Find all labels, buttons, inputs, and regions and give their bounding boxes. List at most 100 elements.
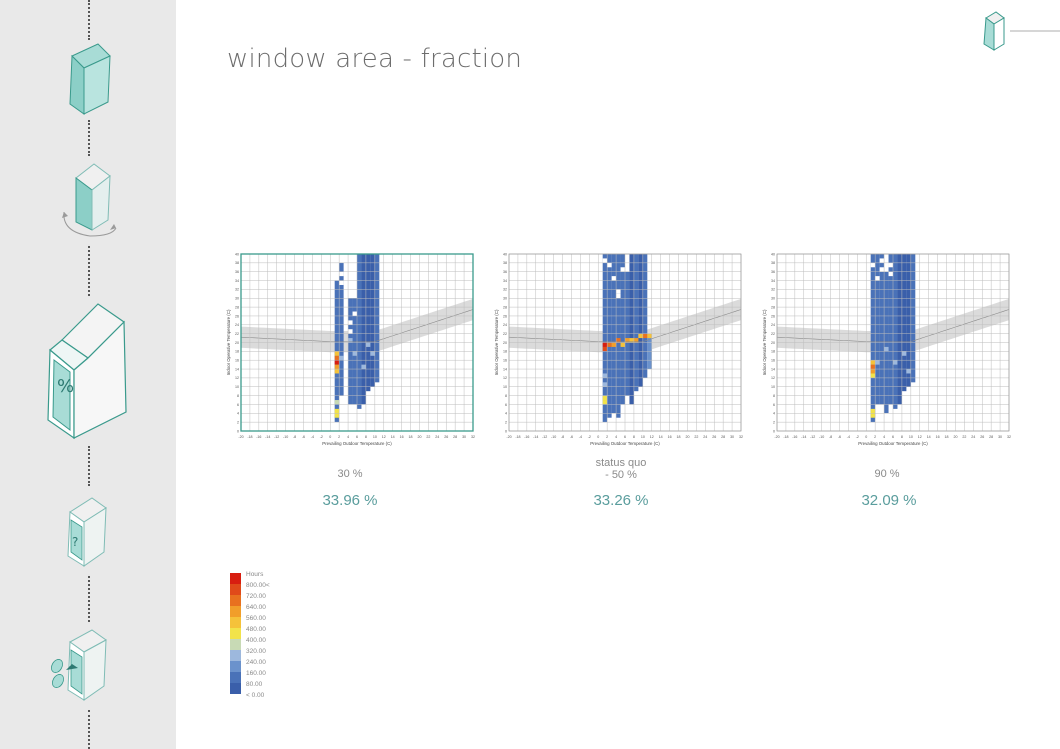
window-question-icon[interactable]: ? [62,494,112,570]
x-tick-label: 28 [989,435,993,439]
legend-swatch [230,595,241,606]
y-tick-label: 16 [503,359,507,363]
heatmap-empty-cell [603,258,607,262]
legend-swatch [230,650,241,661]
heatmap-column [357,254,361,409]
x-tick-label: 18 [409,435,413,439]
heatmap-empty-cell [348,320,352,324]
y-tick-label: 34 [771,279,775,283]
heatmap-column [361,254,365,404]
heatmap-column [889,254,893,404]
heatmap-cell [339,356,343,360]
heatmap-cell [621,343,625,347]
heatmap-empty-cell [348,329,352,333]
legend-label: 160.00 [246,670,266,677]
x-tick-label: 10 [641,435,645,439]
x-tick-label: 12 [382,435,386,439]
heatmap-cell [871,413,875,417]
x-tick-label: 6 [892,435,894,439]
window-percent-icon[interactable]: % [44,300,134,442]
x-tick-label: -8 [829,435,832,439]
heatmap-column [634,254,638,391]
heatmap-empty-cell [871,263,875,267]
y-tick-label: 2 [773,420,775,424]
heatmap-cell [612,343,616,347]
y-tick-label: 22 [235,332,239,336]
y-tick-label: 34 [503,279,507,283]
heatmap-cell [871,373,875,377]
x-tick-label: 30 [730,435,734,439]
heatmap-column [629,254,633,404]
x-tick-label: -16 [524,435,529,439]
heatmap-empty-cell [621,267,625,271]
x-tick-label: 16 [936,435,940,439]
legend-label: 800.00< [246,582,270,589]
heatmap-empty-cell [353,312,357,316]
legend-label: 720.00 [246,593,266,600]
x-tick-label: 8 [901,435,903,439]
y-tick-label: 6 [237,403,239,407]
y-tick-label: 14 [235,367,239,371]
y-tick-label: 28 [771,305,775,309]
x-tick-label: 18 [945,435,949,439]
percent-label: % [57,376,74,397]
building-small-icon[interactable] [980,10,1010,52]
y-tick-label: 28 [235,305,239,309]
x-tick-label: 30 [998,435,1002,439]
heatmap-cell [366,343,370,347]
y-tick-label: 32 [503,288,507,292]
y-tick-label: 24 [235,323,239,327]
legend-swatch [230,584,241,595]
heatmap-cell [643,334,647,338]
x-tick-label: 20 [685,435,689,439]
dotted-connector [88,246,90,296]
x-tick-label: 24 [703,435,707,439]
heatmap-cell [335,413,339,417]
x-tick-label: -18 [515,435,520,439]
heatmap-empty-cell [889,263,893,267]
x-tick-label: -16 [256,435,261,439]
heatmap-chart-30: -20 -18 -16 -14 -12 -10 -8 -6 -4 -2 0 2 4 6 8 10 12 14 16 1… [225,248,481,448]
x-tick-label: -12 [542,435,547,439]
heatmap-cell [871,369,875,373]
y-tick-label: 10 [771,385,775,389]
building-rotate-icon[interactable] [56,158,122,242]
x-tick-label: -18 [783,435,788,439]
heatmap-cell [361,365,365,369]
x-tick-label: 32 [471,435,475,439]
x-tick-label: 24 [971,435,975,439]
y-tick-label: 38 [771,261,775,265]
legend-label: 240.00 [246,659,266,666]
heatmap-cell [335,356,339,360]
heatmap-column [370,254,374,387]
window-shading-icon[interactable] [46,626,112,706]
y-tick-label: 10 [503,385,507,389]
heatmap-chart-90: -20 -18 -16 -14 -12 -10 -8 -6 -4 -2 0 2 4 6 8 10 12 14 16 1… [761,248,1017,448]
heatmap-cell [893,360,897,364]
legend-swatch [230,639,241,650]
y-tick-label: 40 [235,252,239,256]
y-tick-label: 6 [505,403,507,407]
y-tick-label: 12 [503,376,507,380]
y-tick-label: 36 [771,270,775,274]
building-block-icon[interactable] [62,38,118,118]
x-tick-label: 28 [453,435,457,439]
caption-value: 90 % [874,468,899,480]
x-tick-label: 16 [668,435,672,439]
y-tick-label: 8 [773,394,775,398]
legend-color-bar [230,573,242,697]
y-axis-label: Indoor Operative Temperature (C) [762,309,767,375]
legend-swatch [230,606,241,617]
dotted-connector [88,446,90,486]
x-tick-label: -6 [570,435,573,439]
heatmap-cell [335,351,339,355]
x-tick-label: -6 [838,435,841,439]
heatmap-cell [603,396,607,400]
heatmap-cell [906,369,910,373]
y-axis-label: Indoor Operative Temperature (C) [226,309,231,375]
heatmap-column [893,254,897,409]
x-tick-label: -14 [801,435,806,439]
heatmap-column [897,254,901,404]
header-rule [1010,30,1060,32]
y-tick-label: 20 [235,341,239,345]
